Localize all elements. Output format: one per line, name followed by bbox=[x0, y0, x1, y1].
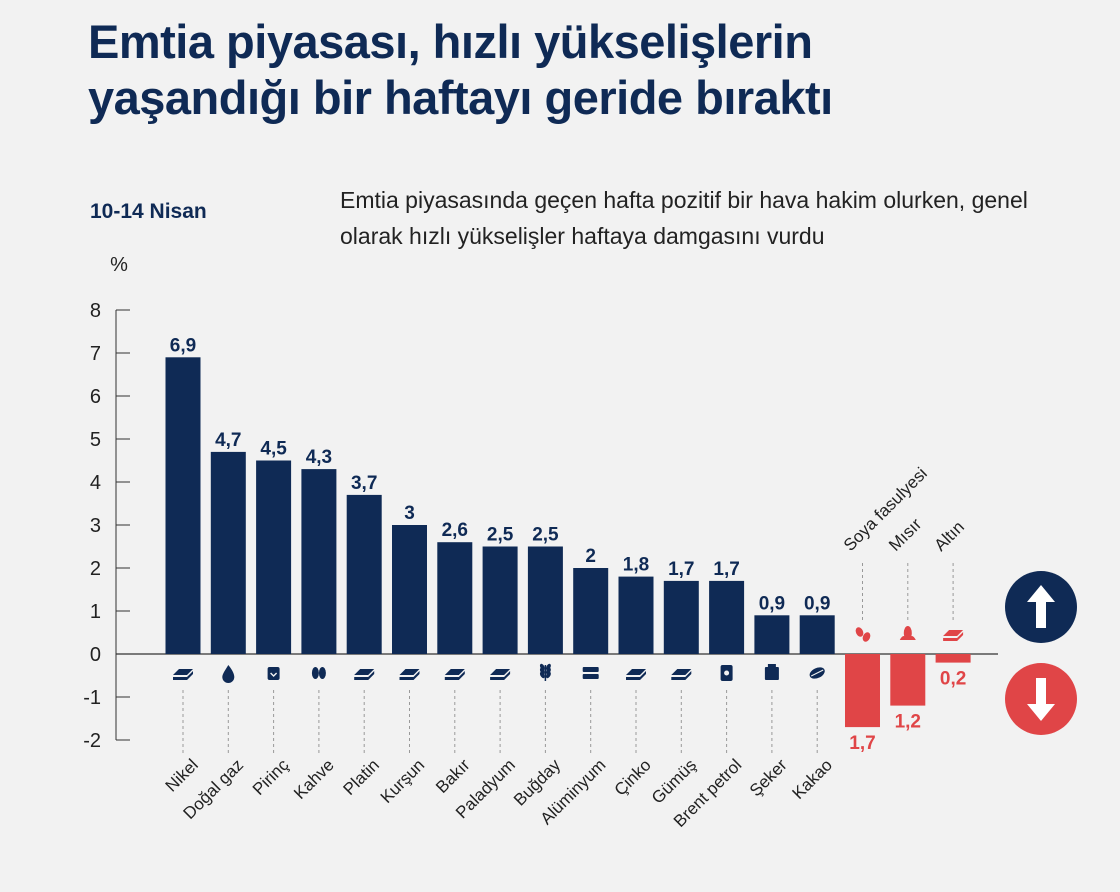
y-tick-label: -1 bbox=[83, 687, 101, 709]
data-label: 2,5 bbox=[532, 525, 559, 546]
y-tick-label: 8 bbox=[90, 300, 101, 322]
bar bbox=[346, 494, 382, 654]
y-axis-label: % bbox=[110, 254, 128, 276]
bar bbox=[165, 357, 201, 654]
bar bbox=[527, 546, 563, 654]
y-tick-label: 5 bbox=[90, 429, 101, 451]
gold-bars-icon bbox=[943, 630, 964, 641]
category-label: Şeker bbox=[746, 755, 791, 800]
category-label: Platin bbox=[340, 755, 384, 799]
data-label: 1,8 bbox=[623, 555, 649, 576]
corn-icon bbox=[899, 626, 916, 640]
bar bbox=[754, 615, 790, 654]
data-label: 0,2 bbox=[940, 669, 966, 690]
category-label: Altın bbox=[930, 517, 967, 554]
arrow-up-icon bbox=[1005, 571, 1077, 643]
wheat-icon bbox=[539, 663, 551, 681]
sugar-bag-icon bbox=[764, 664, 779, 680]
data-label: 4,3 bbox=[306, 447, 332, 468]
bar bbox=[256, 460, 292, 654]
coffee-bean-icon bbox=[311, 667, 326, 679]
data-label: 4,7 bbox=[215, 430, 241, 451]
data-label: 2,5 bbox=[487, 525, 514, 546]
data-label: 6,9 bbox=[170, 335, 196, 356]
bar bbox=[301, 469, 337, 654]
bar bbox=[845, 654, 880, 728]
soybean-icon bbox=[855, 627, 871, 642]
bar bbox=[935, 654, 971, 663]
data-label: 1,7 bbox=[713, 559, 739, 580]
metal-bars-icon bbox=[626, 669, 646, 680]
category-label: Nikel bbox=[162, 755, 202, 795]
category-label: Bakır bbox=[432, 755, 474, 797]
y-tick-label: 6 bbox=[90, 386, 101, 408]
title-line-1: Emtia piyasası, hızlı yükselişlerin bbox=[88, 15, 813, 68]
y-tick-label: 3 bbox=[90, 515, 101, 537]
metal-bars-icon bbox=[173, 669, 193, 680]
data-label: 1,2 bbox=[895, 712, 921, 733]
page-title: Emtia piyasası, hızlı yükselişlerin yaşa… bbox=[88, 14, 1088, 126]
bar bbox=[799, 615, 835, 654]
data-label: 1,7 bbox=[668, 559, 694, 580]
y-tick-label: -2 bbox=[83, 730, 101, 752]
bar bbox=[709, 580, 745, 654]
metal-bars-icon bbox=[490, 669, 511, 680]
flame-drop-icon bbox=[222, 665, 235, 683]
y-tick-label: 2 bbox=[90, 558, 101, 580]
title-line-2: yaşandığı bir haftayı geride bıraktı bbox=[88, 71, 833, 124]
category-label: Mısır bbox=[885, 514, 925, 554]
y-tick-label: 7 bbox=[90, 343, 101, 365]
metal-bars-icon bbox=[354, 669, 375, 680]
data-label: 3,7 bbox=[351, 473, 377, 494]
bar bbox=[482, 546, 518, 654]
data-label: 0,9 bbox=[804, 593, 830, 614]
bar bbox=[890, 654, 926, 706]
bar bbox=[437, 542, 473, 654]
data-label: 1,7 bbox=[849, 733, 875, 754]
bar bbox=[210, 451, 246, 654]
bar bbox=[618, 576, 654, 654]
category-label: Kakao bbox=[789, 755, 837, 803]
y-tick-label: 0 bbox=[90, 644, 101, 666]
oil-barrel-icon bbox=[720, 665, 733, 681]
y-tick-label: 1 bbox=[90, 601, 101, 623]
rice-bag-icon bbox=[267, 667, 280, 680]
period-label: 10-14 Nisan bbox=[90, 200, 207, 223]
category-label: Kahve bbox=[290, 755, 338, 803]
bar bbox=[663, 580, 699, 654]
data-label: 4,5 bbox=[260, 439, 287, 460]
arrow-down-icon bbox=[1005, 663, 1077, 735]
cocoa-pod-icon bbox=[809, 667, 825, 679]
bar bbox=[573, 568, 609, 654]
data-label: 2,6 bbox=[442, 520, 468, 541]
category-label: Kurşun bbox=[377, 755, 429, 807]
metal-stack-icon bbox=[582, 667, 599, 679]
metal-bars-icon bbox=[399, 669, 420, 680]
metal-bars-icon bbox=[444, 669, 465, 680]
bar bbox=[392, 525, 427, 654]
chart-subtitle: Emtia piyasasında geçen hafta pozitif bi… bbox=[340, 187, 1028, 249]
y-tick-label: 4 bbox=[90, 472, 101, 494]
category-label: Pirinç bbox=[249, 755, 293, 799]
data-label: 2 bbox=[585, 546, 596, 567]
data-label: 0,9 bbox=[759, 593, 785, 614]
metal-bars-icon bbox=[671, 669, 692, 680]
data-label: 3 bbox=[404, 503, 415, 524]
